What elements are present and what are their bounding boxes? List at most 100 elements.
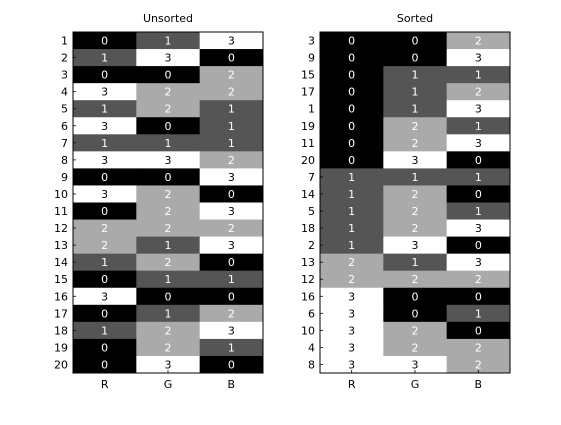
cell-value-label: 0 xyxy=(101,171,108,184)
heatmap-cell xyxy=(320,304,384,323)
cell-value-label: 0 xyxy=(101,307,108,320)
cell-value-label: 2 xyxy=(412,324,419,337)
heatmap-cell xyxy=(383,185,448,203)
cell-value-label: 0 xyxy=(348,69,355,82)
cell-value-label: 3 xyxy=(101,86,108,99)
cell-value-label: 1 xyxy=(475,120,482,133)
row-tick-label: 1 xyxy=(61,35,68,48)
heatmap-cell xyxy=(73,49,137,67)
row-tick-label: 5 xyxy=(308,205,315,218)
heatmap-cell xyxy=(446,117,511,135)
panel-frame xyxy=(319,31,511,374)
cell-value-label: 2 xyxy=(101,222,108,235)
heatmap-cell xyxy=(73,321,137,340)
heatmap-cell xyxy=(446,236,511,255)
cell-value-label: 1 xyxy=(348,205,355,218)
cell-value-label: 1 xyxy=(475,171,482,184)
cell-value-label: 0 xyxy=(228,290,235,303)
heatmap-cell xyxy=(199,83,264,101)
heatmap-cell xyxy=(73,32,137,50)
heatmap-cell xyxy=(136,253,201,272)
heatmap-cell xyxy=(199,355,264,374)
heatmap-cell xyxy=(199,321,264,340)
row-tick-label: 19 xyxy=(301,120,315,133)
heatmap-cell xyxy=(136,304,201,323)
heatmap-cell xyxy=(136,236,201,255)
cell-value-label: 2 xyxy=(165,188,172,201)
row-tick-label: 7 xyxy=(308,171,315,184)
cell-value-label: 3 xyxy=(348,307,355,320)
heatmap-cell xyxy=(199,338,264,357)
heatmap-cell xyxy=(383,66,448,84)
heatmap-cell xyxy=(73,304,137,323)
row-tick-label: 20 xyxy=(301,154,315,167)
row-tick-label: 18 xyxy=(301,222,315,235)
heatmap-cell xyxy=(73,83,137,101)
heatmap-cell xyxy=(446,287,511,306)
cell-value-label: 1 xyxy=(475,205,482,218)
heatmap-cell xyxy=(199,202,264,221)
heatmap-cell xyxy=(446,168,511,186)
heatmap-cell xyxy=(136,202,201,221)
cell-value-label: 0 xyxy=(165,171,172,184)
row-tick-label: 12 xyxy=(54,222,68,235)
panel-title: Sorted xyxy=(397,12,433,25)
heatmap-cell xyxy=(320,355,384,374)
cell-value-label: 3 xyxy=(165,358,172,371)
cell-value-label: 1 xyxy=(348,239,355,252)
cell-value-label: 3 xyxy=(412,358,419,371)
heatmap-cell xyxy=(136,134,201,152)
cell-value-label: 3 xyxy=(412,154,419,167)
heatmap-cell xyxy=(446,304,511,323)
cell-value-label: 2 xyxy=(412,137,419,150)
heatmap-cell xyxy=(383,168,448,186)
row-tick-label: 5 xyxy=(61,103,68,116)
heatmap-cell xyxy=(73,117,137,135)
heatmap-cell xyxy=(383,236,448,255)
heatmap-cell xyxy=(320,270,384,289)
heatmap-cell xyxy=(320,100,384,118)
cell-value-label: 3 xyxy=(228,205,235,218)
heatmap-cell xyxy=(446,151,511,169)
heatmap-cell xyxy=(383,83,448,101)
cell-value-label: 0 xyxy=(475,239,482,252)
row-tick-label: 1 xyxy=(308,103,315,116)
heatmap-cell xyxy=(320,117,384,135)
row-tick-label: 8 xyxy=(61,154,68,167)
heatmap-cell xyxy=(199,100,264,118)
row-tick-label: 9 xyxy=(61,171,68,184)
cell-value-label: 3 xyxy=(101,188,108,201)
cell-value-label: 2 xyxy=(165,324,172,337)
cell-value-label: 1 xyxy=(165,239,172,252)
cell-value-label: 1 xyxy=(228,103,235,116)
heatmap-cell xyxy=(136,168,201,186)
row-tick-label: 14 xyxy=(54,256,68,269)
cell-value-label: 1 xyxy=(412,69,419,82)
row-tick-label: 7 xyxy=(61,137,68,150)
cell-value-label: 3 xyxy=(475,103,482,116)
cell-value-label: 2 xyxy=(412,205,419,218)
heatmap-cell xyxy=(446,32,511,50)
cell-value-label: 1 xyxy=(412,171,419,184)
heatmap-cell xyxy=(383,304,448,323)
cell-value-label: 0 xyxy=(101,273,108,286)
row-tick-label: 4 xyxy=(308,341,315,354)
cell-value-label: 1 xyxy=(165,137,172,150)
cell-value-label: 0 xyxy=(228,52,235,65)
heatmap-cell xyxy=(73,66,137,84)
cell-value-label: 1 xyxy=(412,256,419,269)
cell-value-label: 3 xyxy=(165,154,172,167)
cell-value-label: 3 xyxy=(228,239,235,252)
cell-value-label: 2 xyxy=(475,86,482,99)
cell-value-label: 2 xyxy=(165,256,172,269)
heatmap-cell xyxy=(136,83,201,101)
row-tick-label: 3 xyxy=(308,35,315,48)
row-tick-label: 18 xyxy=(54,324,68,337)
cell-value-label: 0 xyxy=(228,358,235,371)
row-tick-label: 6 xyxy=(61,120,68,133)
heatmap-cell xyxy=(199,287,264,306)
heatmap-cell xyxy=(320,202,384,221)
heatmap-cell xyxy=(446,134,511,152)
cell-value-label: 1 xyxy=(348,188,355,201)
cell-value-label: 1 xyxy=(412,86,419,99)
